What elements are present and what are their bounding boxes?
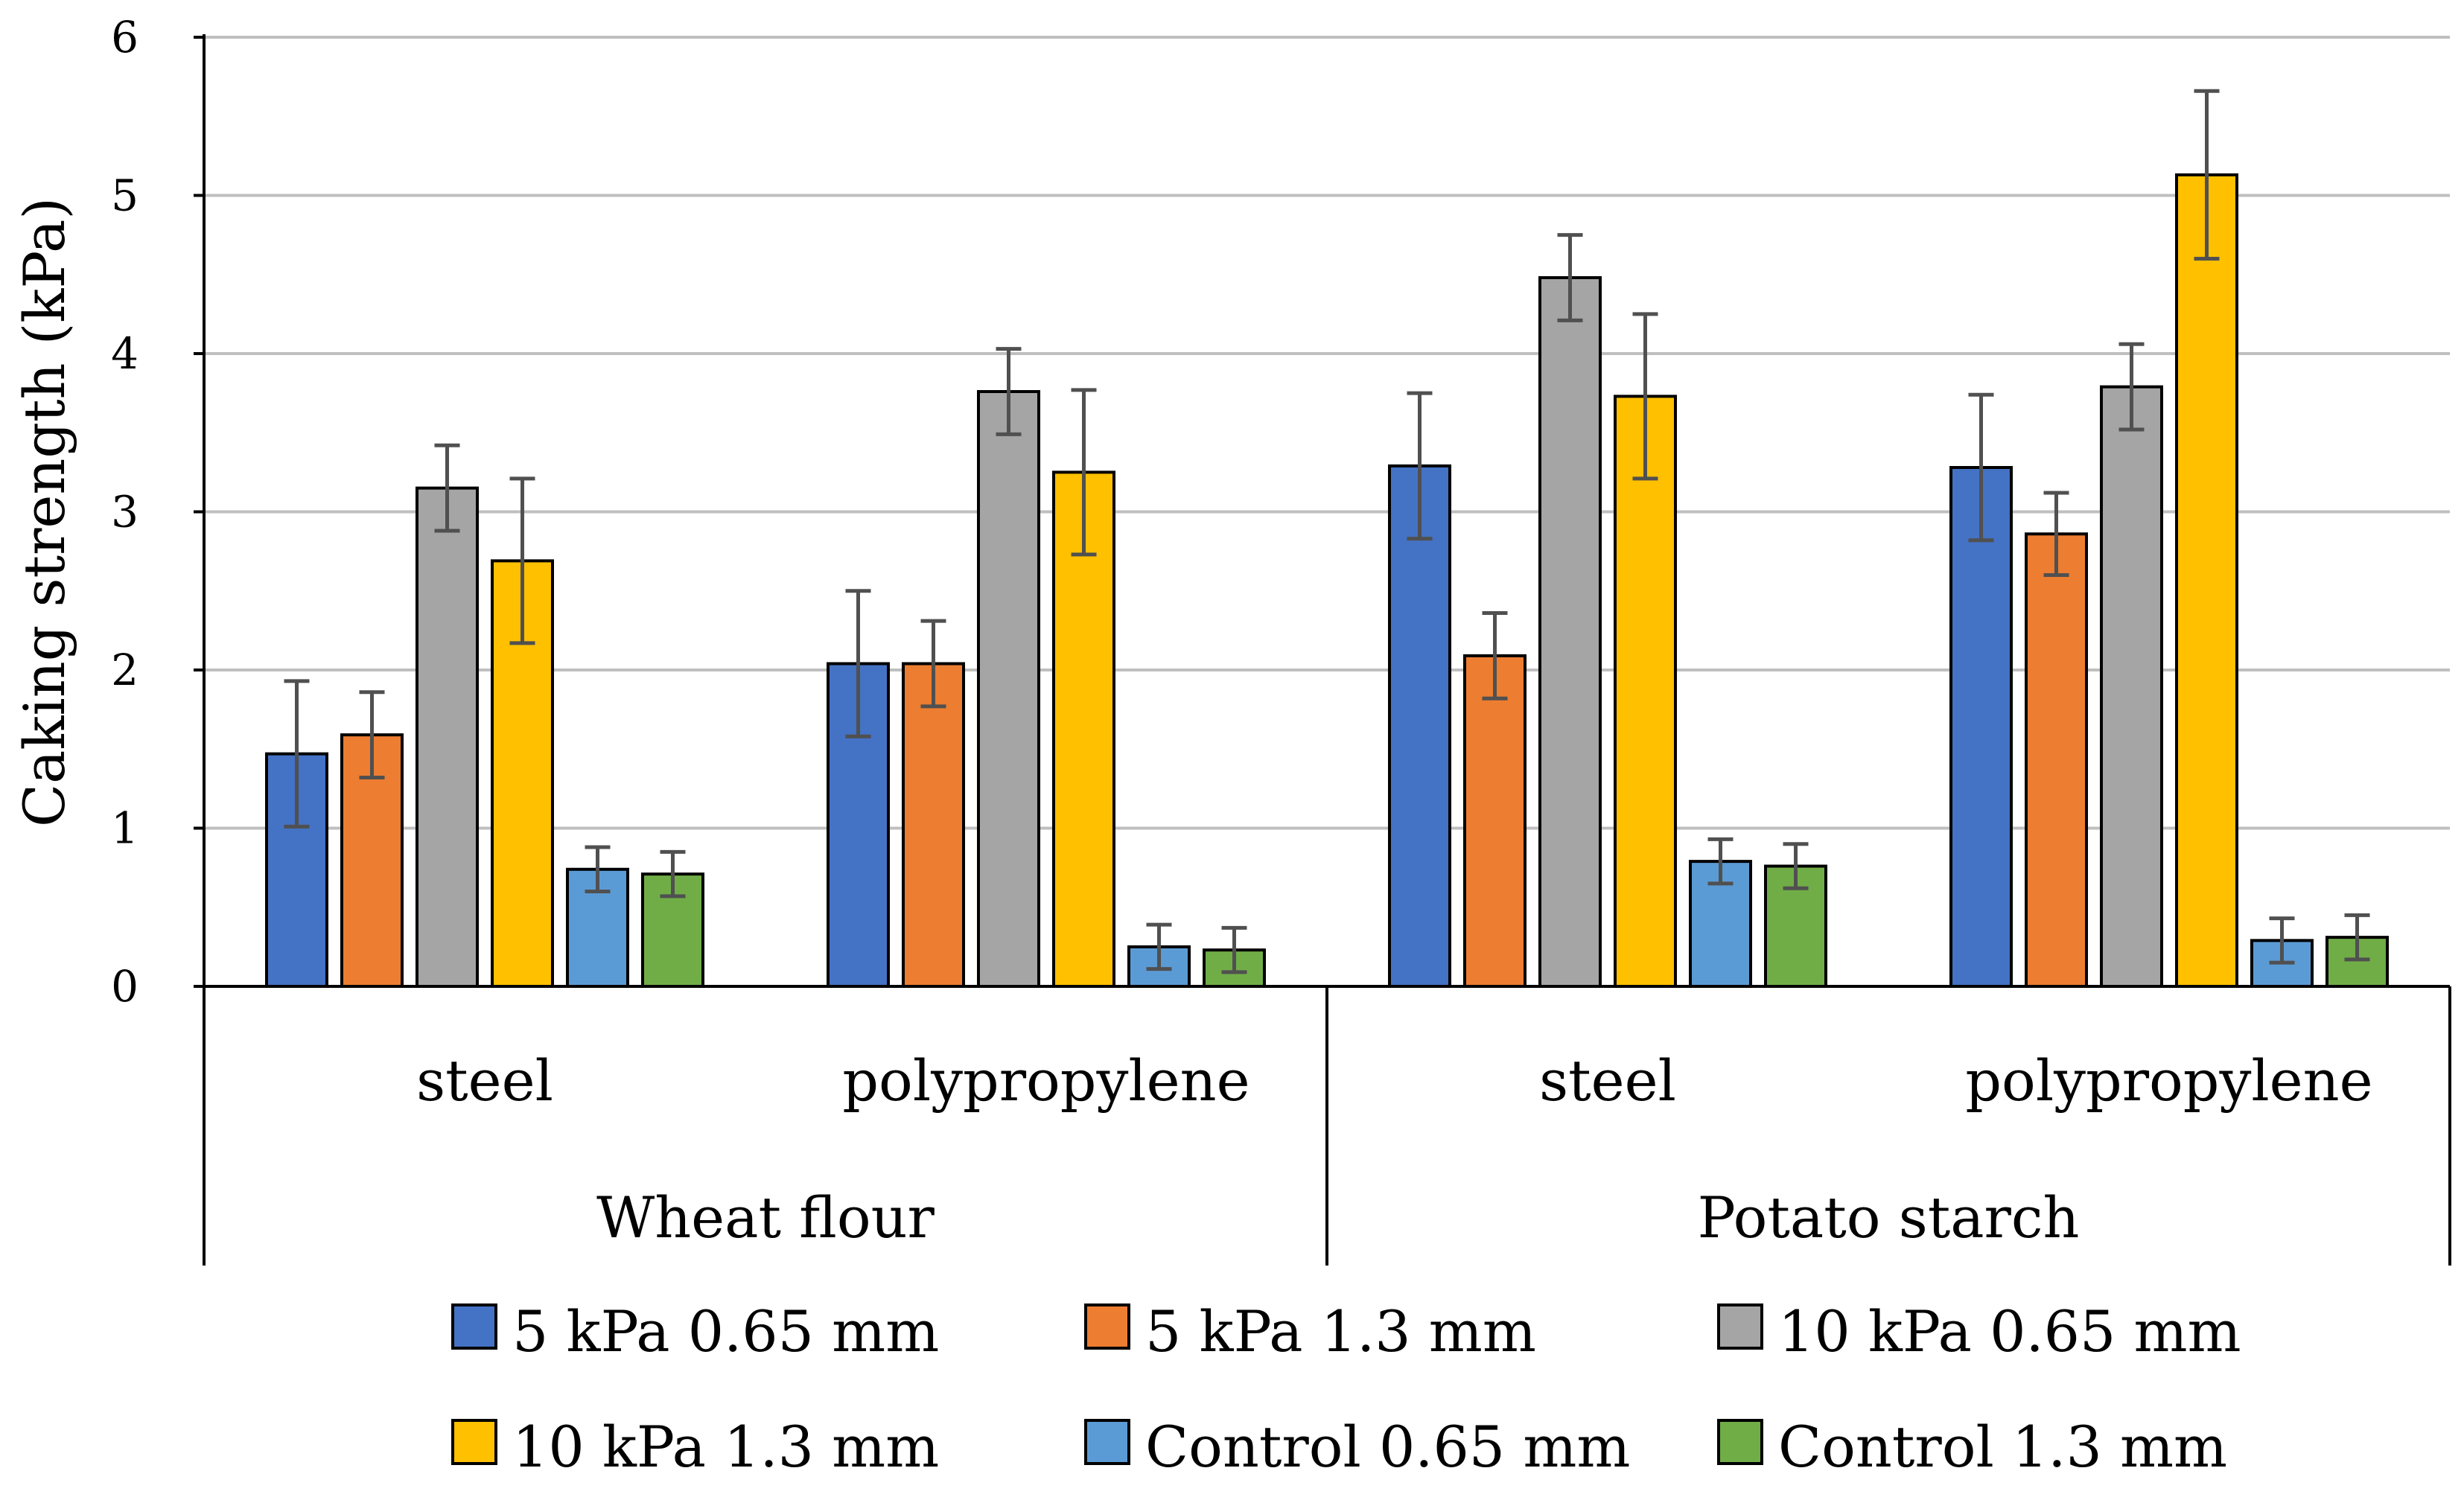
bar — [2175, 173, 2238, 988]
bar — [977, 390, 1040, 988]
y-tick-label: 1 — [111, 803, 139, 854]
legend-label: 10 kPa 0.65 mm — [1778, 1298, 2241, 1365]
legend: 5 kPa 0.65 mm 5 kPa 1.3 mm 10 kPa 0.65 mm 1… — [451, 1298, 2241, 1480]
y-tick-label: 2 — [111, 645, 139, 695]
bar — [2100, 385, 2163, 988]
legend-swatch — [1717, 1419, 1763, 1465]
category-label: steel — [1539, 1047, 1676, 1114]
bar — [1614, 395, 1677, 988]
legend-swatch — [1084, 1303, 1130, 1350]
bar — [1463, 654, 1527, 988]
bar — [1949, 466, 2013, 988]
legend-swatch — [1717, 1303, 1763, 1350]
bar — [902, 662, 965, 988]
group-label: Wheat flour — [596, 1184, 935, 1251]
category-label: polypropylene — [842, 1047, 1249, 1114]
legend-label: Control 1.3 mm — [1778, 1414, 2227, 1480]
legend-label: 5 kPa 1.3 mm — [1145, 1298, 1536, 1365]
y-tick-label: 5 — [111, 170, 139, 221]
bars — [265, 173, 2389, 988]
legend-swatch — [451, 1303, 497, 1350]
y-tick-label: 4 — [111, 328, 139, 379]
bar — [416, 486, 479, 988]
legend-label: Control 0.65 mm — [1145, 1414, 1630, 1480]
legend-label: 10 kPa 1.3 mm — [512, 1414, 939, 1480]
group-label: Potato starch — [1698, 1184, 2080, 1251]
bar — [2025, 532, 2088, 988]
error-bars — [284, 89, 2370, 974]
legend-swatch — [1084, 1419, 1130, 1465]
axis-labels: 0 1 2 3 4 5 6 steel polypropylene steel polypropyl… — [11, 12, 2373, 1251]
y-tick-label: 3 — [111, 487, 139, 537]
bar — [1388, 464, 1451, 988]
axes — [194, 34, 2451, 1266]
category-label: polypropylene — [1965, 1047, 2372, 1114]
bar — [1538, 276, 1602, 988]
y-tick-label: 0 — [111, 961, 139, 1012]
category-label: steel — [416, 1047, 553, 1114]
bar — [1052, 470, 1115, 988]
legend-swatch — [451, 1419, 497, 1465]
y-axis-title: Caking strength (kPa) — [11, 197, 77, 827]
y-tick-label: 6 — [111, 12, 139, 63]
legend-label: 5 kPa 0.65 mm — [512, 1298, 939, 1365]
